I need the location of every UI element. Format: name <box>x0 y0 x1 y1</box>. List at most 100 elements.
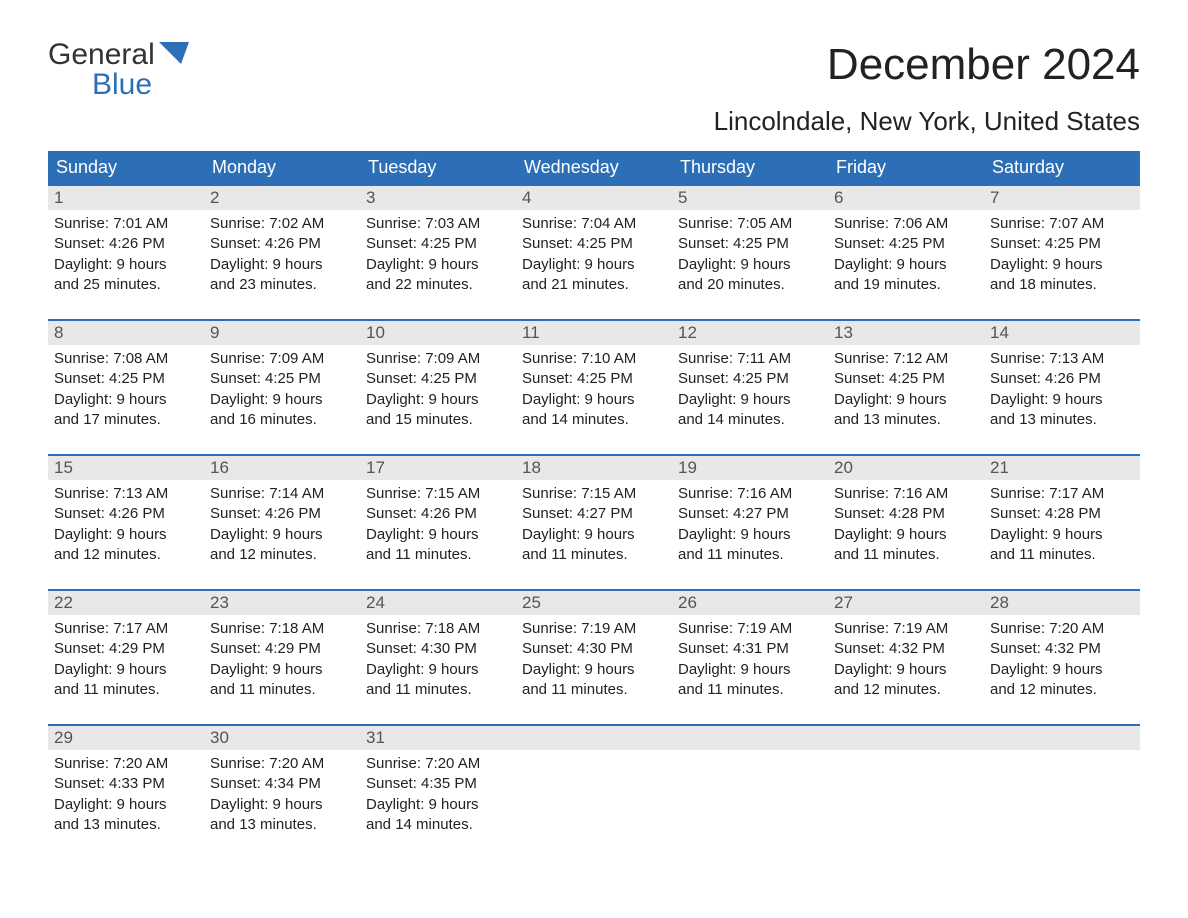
day-content: Sunrise: 7:11 AMSunset: 4:25 PMDaylight:… <box>672 345 828 430</box>
day-number: 30 <box>204 726 360 750</box>
calendar-day: 22Sunrise: 7:17 AMSunset: 4:29 PMDayligh… <box>48 591 204 708</box>
daylight-line1: Daylight: 9 hours <box>210 390 354 410</box>
day-number: 21 <box>984 456 1140 480</box>
sunrise-text: Sunrise: 7:05 AM <box>678 214 822 234</box>
day-content: Sunrise: 7:09 AMSunset: 4:25 PMDaylight:… <box>204 345 360 430</box>
day-number: 2 <box>204 186 360 210</box>
calendar-day: 6Sunrise: 7:06 AMSunset: 4:25 PMDaylight… <box>828 186 984 303</box>
calendar-day <box>984 726 1140 843</box>
daylight-line1: Daylight: 9 hours <box>366 795 510 815</box>
daylight-line2: and 11 minutes. <box>678 545 822 565</box>
sunset-text: Sunset: 4:33 PM <box>54 774 198 794</box>
calendar-day: 19Sunrise: 7:16 AMSunset: 4:27 PMDayligh… <box>672 456 828 573</box>
daylight-line1: Daylight: 9 hours <box>366 525 510 545</box>
flag-icon <box>159 40 189 70</box>
day-number: 26 <box>672 591 828 615</box>
sunset-text: Sunset: 4:25 PM <box>990 234 1134 254</box>
day-content: Sunrise: 7:14 AMSunset: 4:26 PMDaylight:… <box>204 480 360 565</box>
daylight-line2: and 12 minutes. <box>834 680 978 700</box>
calendar-day: 1Sunrise: 7:01 AMSunset: 4:26 PMDaylight… <box>48 186 204 303</box>
daylight-line1: Daylight: 9 hours <box>990 390 1134 410</box>
daylight-line2: and 11 minutes. <box>54 680 198 700</box>
sunset-text: Sunset: 4:25 PM <box>522 369 666 389</box>
sunrise-text: Sunrise: 7:11 AM <box>678 349 822 369</box>
weekday-header: Thursday <box>672 151 828 184</box>
day-content: Sunrise: 7:01 AMSunset: 4:26 PMDaylight:… <box>48 210 204 295</box>
day-content: Sunrise: 7:19 AMSunset: 4:30 PMDaylight:… <box>516 615 672 700</box>
day-number: 9 <box>204 321 360 345</box>
day-content: Sunrise: 7:16 AMSunset: 4:28 PMDaylight:… <box>828 480 984 565</box>
daylight-line1: Daylight: 9 hours <box>678 255 822 275</box>
day-content: Sunrise: 7:09 AMSunset: 4:25 PMDaylight:… <box>360 345 516 430</box>
daylight-line2: and 11 minutes. <box>366 680 510 700</box>
sunrise-text: Sunrise: 7:20 AM <box>210 754 354 774</box>
calendar-day: 9Sunrise: 7:09 AMSunset: 4:25 PMDaylight… <box>204 321 360 438</box>
day-content: Sunrise: 7:13 AMSunset: 4:26 PMDaylight:… <box>984 345 1140 430</box>
calendar-day: 13Sunrise: 7:12 AMSunset: 4:25 PMDayligh… <box>828 321 984 438</box>
day-content: Sunrise: 7:16 AMSunset: 4:27 PMDaylight:… <box>672 480 828 565</box>
daylight-line1: Daylight: 9 hours <box>834 390 978 410</box>
daylight-line2: and 15 minutes. <box>366 410 510 430</box>
sunrise-text: Sunrise: 7:13 AM <box>990 349 1134 369</box>
calendar-day: 31Sunrise: 7:20 AMSunset: 4:35 PMDayligh… <box>360 726 516 843</box>
day-number: 20 <box>828 456 984 480</box>
day-content: Sunrise: 7:19 AMSunset: 4:32 PMDaylight:… <box>828 615 984 700</box>
day-number: 3 <box>360 186 516 210</box>
calendar-day: 15Sunrise: 7:13 AMSunset: 4:26 PMDayligh… <box>48 456 204 573</box>
calendar-day: 23Sunrise: 7:18 AMSunset: 4:29 PMDayligh… <box>204 591 360 708</box>
daylight-line1: Daylight: 9 hours <box>54 660 198 680</box>
calendar-week: 22Sunrise: 7:17 AMSunset: 4:29 PMDayligh… <box>48 589 1140 708</box>
sunrise-text: Sunrise: 7:18 AM <box>366 619 510 639</box>
daylight-line2: and 17 minutes. <box>54 410 198 430</box>
calendar-day: 8Sunrise: 7:08 AMSunset: 4:25 PMDaylight… <box>48 321 204 438</box>
sunrise-text: Sunrise: 7:19 AM <box>522 619 666 639</box>
day-number: 31 <box>360 726 516 750</box>
sunset-text: Sunset: 4:29 PM <box>210 639 354 659</box>
day-content: Sunrise: 7:05 AMSunset: 4:25 PMDaylight:… <box>672 210 828 295</box>
sunrise-text: Sunrise: 7:14 AM <box>210 484 354 504</box>
day-number: 27 <box>828 591 984 615</box>
daylight-line2: and 13 minutes. <box>990 410 1134 430</box>
sunrise-text: Sunrise: 7:04 AM <box>522 214 666 234</box>
sunrise-text: Sunrise: 7:15 AM <box>366 484 510 504</box>
brand-logo: General Blue <box>48 40 189 100</box>
day-number: 4 <box>516 186 672 210</box>
day-number: 24 <box>360 591 516 615</box>
sunrise-text: Sunrise: 7:20 AM <box>366 754 510 774</box>
day-content: Sunrise: 7:15 AMSunset: 4:26 PMDaylight:… <box>360 480 516 565</box>
calendar-day: 4Sunrise: 7:04 AMSunset: 4:25 PMDaylight… <box>516 186 672 303</box>
sunset-text: Sunset: 4:25 PM <box>834 234 978 254</box>
sunrise-text: Sunrise: 7:10 AM <box>522 349 666 369</box>
calendar-day <box>828 726 984 843</box>
sunset-text: Sunset: 4:26 PM <box>210 504 354 524</box>
weekday-header: Friday <box>828 151 984 184</box>
sunrise-text: Sunrise: 7:09 AM <box>366 349 510 369</box>
sunset-text: Sunset: 4:34 PM <box>210 774 354 794</box>
daylight-line1: Daylight: 9 hours <box>210 525 354 545</box>
sunrise-text: Sunrise: 7:01 AM <box>54 214 198 234</box>
calendar: SundayMondayTuesdayWednesdayThursdayFrid… <box>48 151 1140 843</box>
daylight-line1: Daylight: 9 hours <box>366 660 510 680</box>
day-number <box>828 726 984 750</box>
calendar-day <box>672 726 828 843</box>
daylight-line2: and 11 minutes. <box>678 680 822 700</box>
sunset-text: Sunset: 4:27 PM <box>522 504 666 524</box>
day-number: 12 <box>672 321 828 345</box>
sunrise-text: Sunrise: 7:19 AM <box>678 619 822 639</box>
calendar-day: 20Sunrise: 7:16 AMSunset: 4:28 PMDayligh… <box>828 456 984 573</box>
sunset-text: Sunset: 4:26 PM <box>990 369 1134 389</box>
sunset-text: Sunset: 4:25 PM <box>678 234 822 254</box>
day-content: Sunrise: 7:20 AMSunset: 4:32 PMDaylight:… <box>984 615 1140 700</box>
daylight-line2: and 11 minutes. <box>522 680 666 700</box>
sunset-text: Sunset: 4:25 PM <box>366 369 510 389</box>
calendar-day: 28Sunrise: 7:20 AMSunset: 4:32 PMDayligh… <box>984 591 1140 708</box>
day-content: Sunrise: 7:06 AMSunset: 4:25 PMDaylight:… <box>828 210 984 295</box>
daylight-line1: Daylight: 9 hours <box>834 525 978 545</box>
calendar-day: 10Sunrise: 7:09 AMSunset: 4:25 PMDayligh… <box>360 321 516 438</box>
daylight-line2: and 14 minutes. <box>678 410 822 430</box>
day-number: 23 <box>204 591 360 615</box>
sunrise-text: Sunrise: 7:20 AM <box>54 754 198 774</box>
day-content: Sunrise: 7:10 AMSunset: 4:25 PMDaylight:… <box>516 345 672 430</box>
sunset-text: Sunset: 4:32 PM <box>834 639 978 659</box>
sunrise-text: Sunrise: 7:18 AM <box>210 619 354 639</box>
